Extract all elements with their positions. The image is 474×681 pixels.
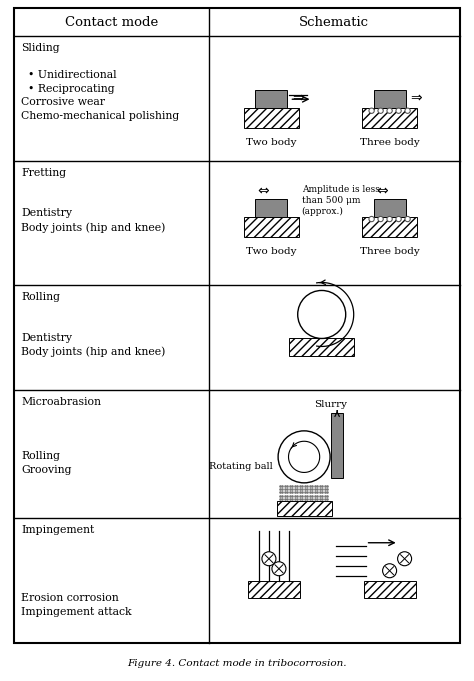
Circle shape xyxy=(383,564,397,577)
Bar xyxy=(244,217,299,236)
Circle shape xyxy=(272,562,286,575)
Bar xyxy=(277,501,332,516)
Bar xyxy=(255,90,287,108)
Text: Schematic: Schematic xyxy=(299,16,369,29)
Text: Slurry: Slurry xyxy=(314,400,347,409)
Text: Sliding

  • Unidirectional
  • Reciprocating
Corrosive wear
Chemo-mechanical po: Sliding • Unidirectional • Reciprocating… xyxy=(21,43,179,121)
Circle shape xyxy=(388,218,391,221)
Circle shape xyxy=(387,108,392,113)
Bar xyxy=(255,199,287,217)
Circle shape xyxy=(378,217,383,221)
Circle shape xyxy=(396,217,401,221)
Circle shape xyxy=(262,552,276,566)
Circle shape xyxy=(278,431,330,483)
Circle shape xyxy=(388,110,391,112)
Circle shape xyxy=(370,218,373,221)
Circle shape xyxy=(398,552,411,566)
Circle shape xyxy=(379,218,382,221)
Circle shape xyxy=(397,110,400,112)
Text: Impingement




Erosion corrosion
Impingement attack: Impingement Erosion corrosion Impingemen… xyxy=(21,526,132,617)
Text: Three body: Three body xyxy=(360,138,419,147)
Text: Fretting


Dentistry
Body joints (hip and knee): Fretting Dentistry Body joints (hip and … xyxy=(21,168,165,233)
Text: Rotating ball: Rotating ball xyxy=(210,462,273,471)
Bar xyxy=(364,581,416,598)
Text: Amplitude is less
than 500 μm
(approx.): Amplitude is less than 500 μm (approx.) xyxy=(301,185,380,216)
Text: Two body: Two body xyxy=(246,138,297,147)
Bar xyxy=(374,90,406,108)
Bar xyxy=(289,338,354,356)
Bar xyxy=(331,413,343,477)
Circle shape xyxy=(369,108,374,113)
Circle shape xyxy=(369,217,374,221)
Text: Figure 4. Contact mode in tribocorrosion.: Figure 4. Contact mode in tribocorrosion… xyxy=(127,659,347,669)
Text: ⇒: ⇒ xyxy=(292,90,304,104)
Circle shape xyxy=(397,218,400,221)
Bar xyxy=(362,217,417,236)
Text: ⇔: ⇔ xyxy=(376,184,387,197)
Bar xyxy=(244,108,299,128)
Text: Contact mode: Contact mode xyxy=(64,16,158,29)
Circle shape xyxy=(387,217,392,221)
Text: ⇔: ⇔ xyxy=(257,184,269,197)
Circle shape xyxy=(298,291,346,338)
Circle shape xyxy=(370,110,373,112)
Circle shape xyxy=(405,217,410,221)
Circle shape xyxy=(396,108,401,113)
Circle shape xyxy=(406,218,409,221)
Text: Three body: Three body xyxy=(360,247,419,255)
Circle shape xyxy=(378,108,383,113)
Text: Microabrasion



Rolling
Grooving: Microabrasion Rolling Grooving xyxy=(21,397,101,475)
Bar xyxy=(374,199,406,217)
Circle shape xyxy=(379,110,382,112)
Text: Rolling


Dentistry
Body joints (hip and knee): Rolling Dentistry Body joints (hip and k… xyxy=(21,292,165,358)
Bar xyxy=(362,108,417,128)
Bar xyxy=(248,581,300,598)
Circle shape xyxy=(405,108,410,113)
Text: Two body: Two body xyxy=(246,247,297,255)
Text: ⇒: ⇒ xyxy=(410,90,422,104)
Circle shape xyxy=(406,110,409,112)
